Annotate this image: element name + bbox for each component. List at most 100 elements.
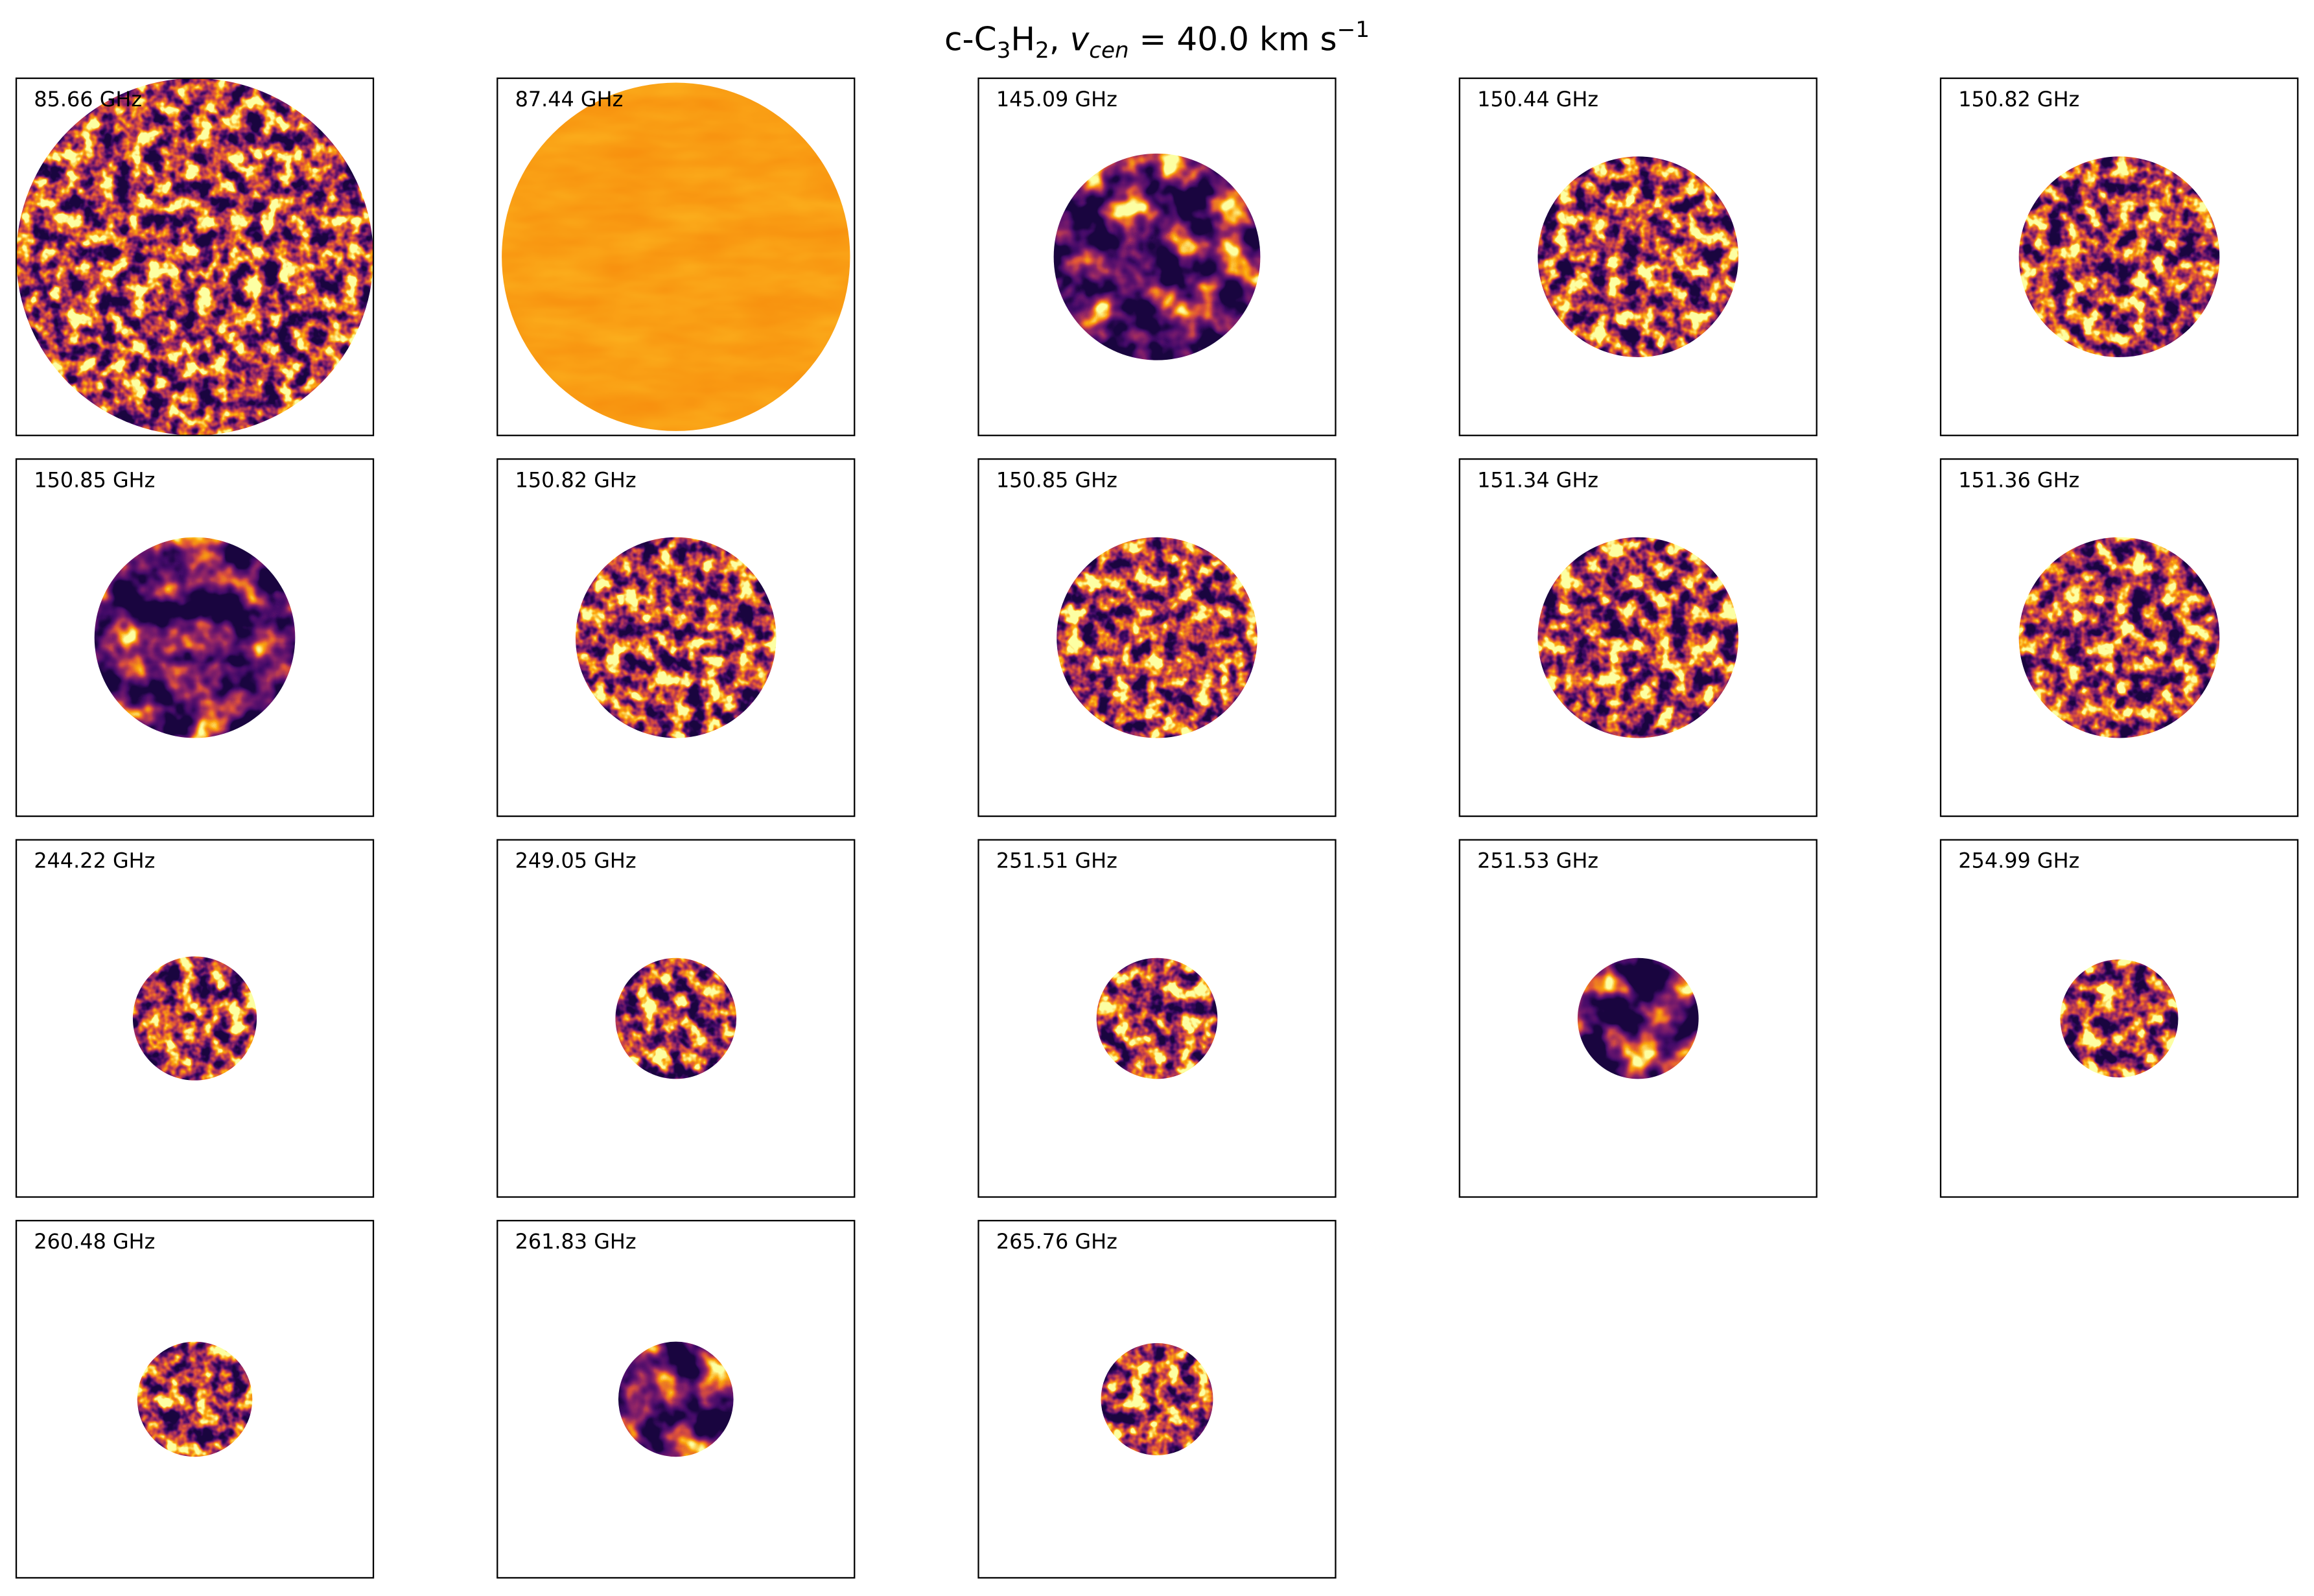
map-image [618, 1341, 734, 1457]
panel: 150.85 GHz [977, 458, 1337, 817]
panel: 249.05 GHz [497, 839, 856, 1198]
map-frame [2060, 959, 2179, 1078]
title-sub: cen [1089, 38, 1128, 64]
panel-frame [15, 458, 375, 817]
map-frame [2018, 156, 2220, 358]
title-sub: 3 [997, 38, 1011, 64]
panel: 261.83 GHz [497, 1219, 856, 1579]
panel-label: 150.44 GHz [1477, 87, 1598, 111]
map-image [2060, 959, 2179, 1078]
panel-label: 251.51 GHz [996, 849, 1117, 873]
panel-frame [1939, 839, 2299, 1198]
map-frame [1537, 537, 1739, 738]
map [618, 1341, 734, 1457]
panel-frame [15, 839, 375, 1198]
panel-label: 85.66 GHz [34, 87, 142, 111]
panel-label: 244.22 GHz [34, 849, 155, 873]
map [1096, 957, 1218, 1079]
panel-label: 151.34 GHz [1477, 467, 1598, 492]
panel: 150.85 GHz [15, 458, 375, 817]
map-image [2018, 156, 2220, 358]
map-image [575, 537, 777, 738]
map-image [1096, 957, 1218, 1079]
map [1053, 153, 1261, 360]
map-frame [2018, 537, 2220, 738]
panel: 265.76 GHz [977, 1219, 1337, 1579]
panel-label: 145.09 GHz [996, 87, 1117, 111]
map-frame [615, 957, 737, 1079]
map [575, 537, 777, 738]
panel: 85.66 GHz [15, 77, 375, 436]
map-frame [137, 1341, 253, 1457]
map-image [94, 537, 296, 738]
panel-frame [977, 1219, 1337, 1579]
map [132, 956, 257, 1081]
panel-label: 151.36 GHz [1958, 467, 2079, 492]
map-frame [1101, 1343, 1213, 1455]
map-frame [16, 78, 374, 436]
map [1537, 156, 1739, 358]
panel-label: 150.85 GHz [996, 467, 1117, 492]
map-image [502, 82, 850, 431]
panel: 251.51 GHz [977, 839, 1337, 1198]
map-image [16, 78, 374, 436]
panel: 260.48 GHz [15, 1219, 375, 1579]
title-part: c-C [944, 20, 997, 58]
map-frame [1053, 153, 1261, 360]
map-image [1057, 537, 1257, 738]
map [137, 1341, 253, 1457]
panel-label: 87.44 GHz [515, 87, 624, 111]
panel: 151.34 GHz [1458, 458, 1817, 817]
map-frame [1577, 957, 1699, 1079]
map-image [615, 957, 737, 1079]
panel: 244.22 GHz [15, 839, 375, 1198]
map [1101, 1343, 1213, 1455]
panel-label: 150.82 GHz [1958, 87, 2079, 111]
panel-label: 150.82 GHz [515, 467, 637, 492]
panel-frame [977, 458, 1337, 817]
map [502, 82, 850, 431]
map [1057, 537, 1257, 738]
map [2018, 537, 2220, 738]
panel-frame [497, 458, 856, 817]
panel-frame [977, 839, 1337, 1198]
panel-label: 254.99 GHz [1958, 849, 2079, 873]
map [16, 78, 374, 436]
map-frame [132, 956, 257, 1081]
title-sup: −1 [1337, 17, 1370, 43]
map-image [137, 1341, 253, 1457]
panel-label: 261.83 GHz [515, 1229, 637, 1254]
map-image [1101, 1343, 1213, 1455]
panel: 150.82 GHz [1939, 77, 2299, 436]
title-part: H [1011, 20, 1035, 58]
panel-label: 251.53 GHz [1477, 849, 1598, 873]
map-frame [575, 537, 777, 738]
map-image [1537, 537, 1739, 738]
map-image [1053, 153, 1261, 360]
panel-frame [1939, 458, 2299, 817]
panel: 254.99 GHz [1939, 839, 2299, 1198]
panel-frame [1939, 77, 2299, 436]
panel-frame [497, 839, 856, 1198]
map-image [2018, 537, 2220, 738]
panel: 151.36 GHz [1939, 458, 2299, 817]
panel-label: 249.05 GHz [515, 849, 637, 873]
map-frame [618, 1341, 734, 1457]
panel-frame [1458, 839, 1817, 1198]
map-frame [94, 537, 296, 738]
panel-frame [15, 77, 375, 436]
title-part: , [1049, 20, 1070, 58]
title-part: = 40.0 km s [1129, 20, 1337, 58]
panel: 251.53 GHz [1458, 839, 1817, 1198]
map [94, 537, 296, 738]
map [1577, 957, 1699, 1079]
map [1537, 537, 1739, 738]
panel-frame [1458, 458, 1817, 817]
panel-frame [497, 77, 856, 436]
panel: 150.44 GHz [1458, 77, 1817, 436]
map-frame [1096, 957, 1218, 1079]
panel: 145.09 GHz [977, 77, 1337, 436]
map [2060, 959, 2179, 1078]
